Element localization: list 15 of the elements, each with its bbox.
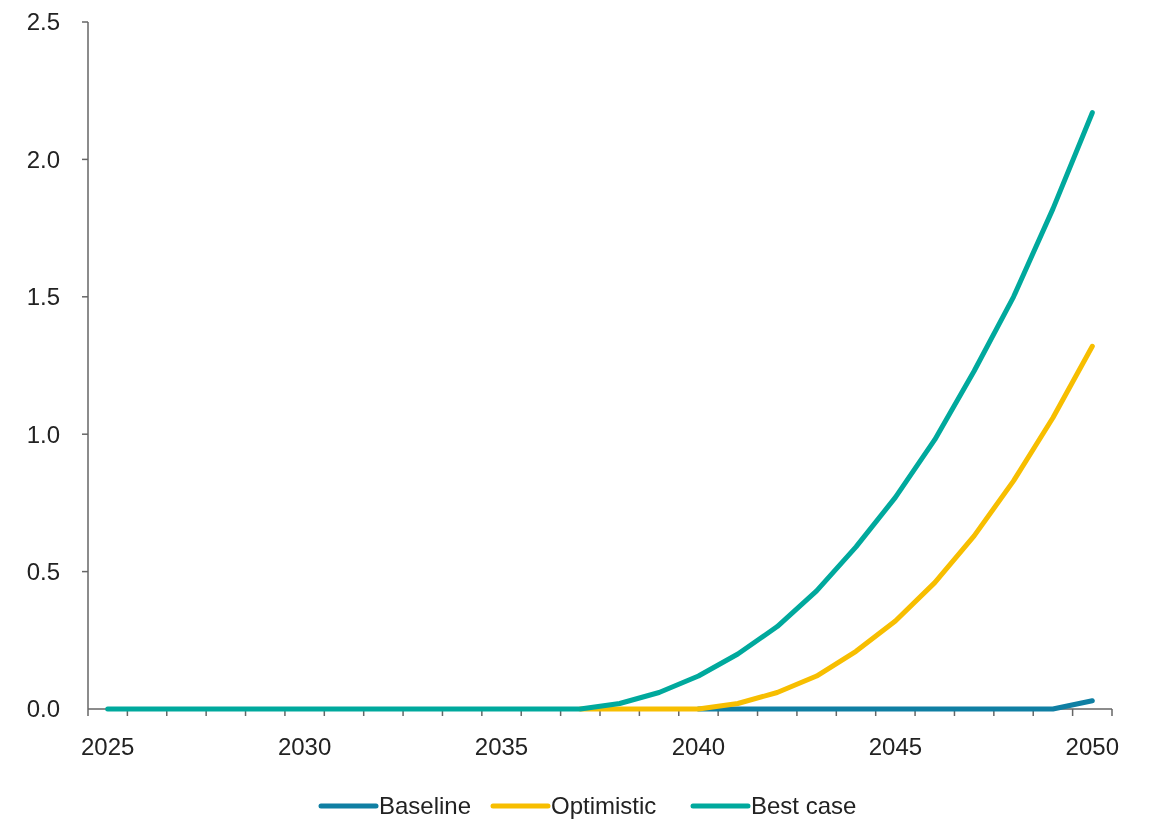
x-tick-label: 2040 — [671, 733, 726, 760]
x-tick-label: 2035 — [474, 733, 529, 760]
y-tick-label: 2.0 — [26, 145, 60, 173]
x-tick-label: 2045 — [868, 733, 923, 760]
legend-label: Best case — [751, 792, 857, 820]
legend-label: Baseline — [379, 792, 472, 820]
legend-label: Optimistic — [551, 792, 657, 820]
y-tick-label: 1.0 — [26, 420, 60, 448]
y-tick-label: 0.5 — [26, 558, 60, 585]
x-tick-label: 2030 — [277, 733, 332, 760]
x-tick-label: 2025 — [81, 733, 135, 760]
y-tick-label: 2.5 — [26, 8, 60, 36]
y-tick-label: 0.0 — [26, 695, 60, 723]
y-tick-label: 1.5 — [26, 283, 60, 311]
x-tick-label: 2050 — [1065, 733, 1119, 760]
